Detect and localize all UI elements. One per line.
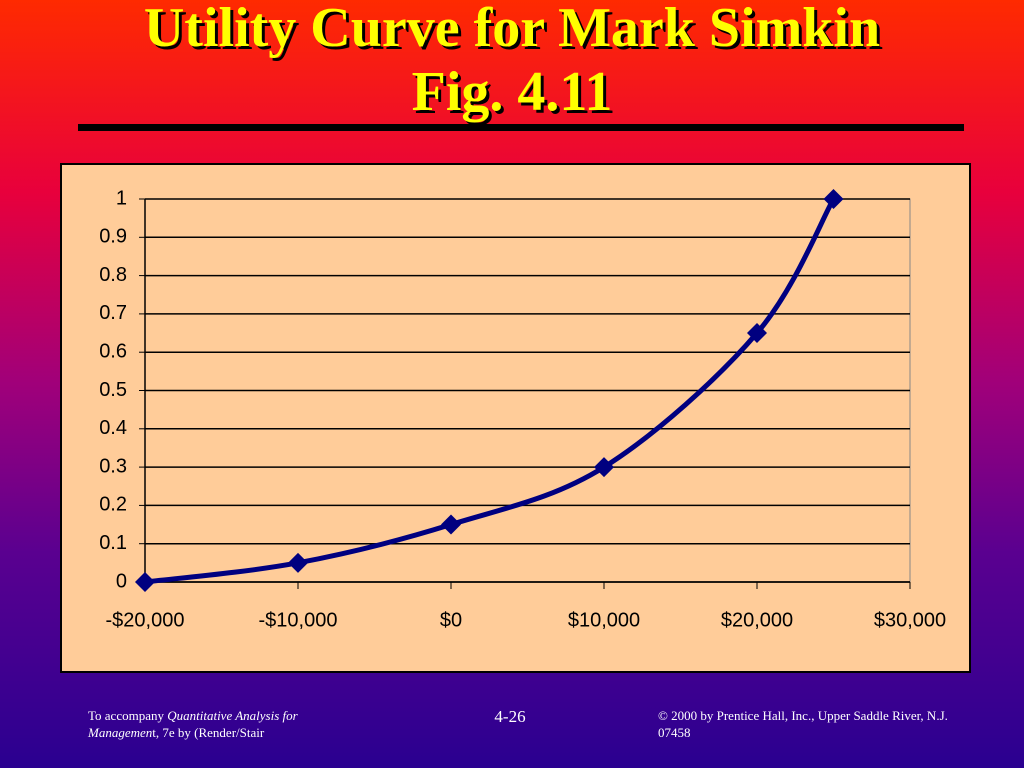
point-marker xyxy=(594,457,614,478)
y-tick-label: 0 xyxy=(116,570,127,592)
x-tick-label: $0 xyxy=(440,609,462,631)
slide-subtitle: Fig. 4.11 xyxy=(411,61,613,123)
y-tick-label: 0.3 xyxy=(99,455,127,477)
point-marker xyxy=(135,572,155,592)
x-tick-label: $20,000 xyxy=(721,609,793,631)
point-marker xyxy=(288,552,308,573)
y-tick-label: 0.8 xyxy=(99,264,127,286)
x-tick-label: $10,000 xyxy=(568,609,640,631)
chart-area xyxy=(60,163,971,673)
footer-text: t, 7e by (Render/Stair xyxy=(152,725,265,740)
slide-title: Utility Curve for Mark Simkin xyxy=(143,0,881,59)
footer-text: To accompany xyxy=(88,708,168,723)
x-tick-label: $30,000 xyxy=(874,609,946,631)
point-marker xyxy=(823,189,844,209)
x-tick-label: -$20,000 xyxy=(106,609,185,631)
y-tick-label: 0.6 xyxy=(99,340,127,362)
x-tick-label: -$10,000 xyxy=(259,609,338,631)
point-marker xyxy=(441,514,461,535)
footer-right: © 2000 by Prentice Hall, Inc., Upper Sad… xyxy=(658,708,948,740)
point-marker xyxy=(747,323,767,344)
y-tick-label: 0.9 xyxy=(99,226,127,248)
footer-book: Quantitative Analysis for Managemen xyxy=(88,708,298,740)
y-tick-label: 0.7 xyxy=(99,302,127,324)
title-rule xyxy=(78,124,964,131)
footer-left: To accompany Quantitative Analysis for M… xyxy=(88,707,348,741)
y-tick-label: 1 xyxy=(116,187,127,209)
y-tick-label: 0.4 xyxy=(99,417,127,439)
y-tick-label: 0.1 xyxy=(99,532,127,554)
page-number: 4-26 xyxy=(494,707,526,726)
y-tick-label: 0.2 xyxy=(99,494,127,516)
y-tick-label: 0.5 xyxy=(99,379,127,401)
series-line xyxy=(144,197,836,585)
